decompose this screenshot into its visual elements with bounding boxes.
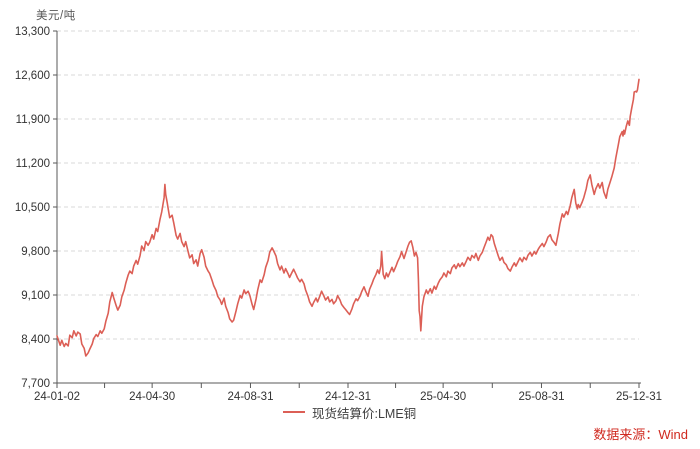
y-tick-label: 13,300: [15, 26, 50, 38]
y-tick-label: 8,400: [21, 334, 50, 346]
y-tick-label: 9,100: [21, 290, 50, 302]
y-tick-label: 7,700: [21, 378, 50, 390]
x-tick-label: 25-12-31: [616, 391, 662, 403]
y-tick-label: 11,900: [16, 114, 50, 126]
legend-line-swatch: [283, 411, 305, 413]
y-tick-label: 9,800: [21, 246, 50, 258]
x-tick-label: 25-04-30: [420, 391, 466, 403]
data-source-credit: 数据来源：Wind: [593, 427, 688, 442]
x-tick-label: 24-08-31: [227, 391, 273, 403]
price-line-series: [56, 78, 640, 357]
y-axis-unit-label: 美元/吨: [36, 10, 76, 22]
x-tick-label: 24-12-31: [325, 391, 371, 403]
y-tick-label: 12,600: [15, 70, 50, 82]
x-tick-label: 25-08-31: [518, 391, 564, 403]
y-tick-label: 10,500: [15, 202, 50, 214]
legend-label: 现货结算价:LME铜: [312, 406, 417, 421]
legend[interactable]: 现货结算价:LME铜: [283, 404, 417, 421]
x-tick-label: 24-01-02: [34, 391, 80, 403]
x-tick-label: 24-04-30: [129, 391, 175, 403]
y-tick-label: 11,200: [16, 158, 50, 170]
